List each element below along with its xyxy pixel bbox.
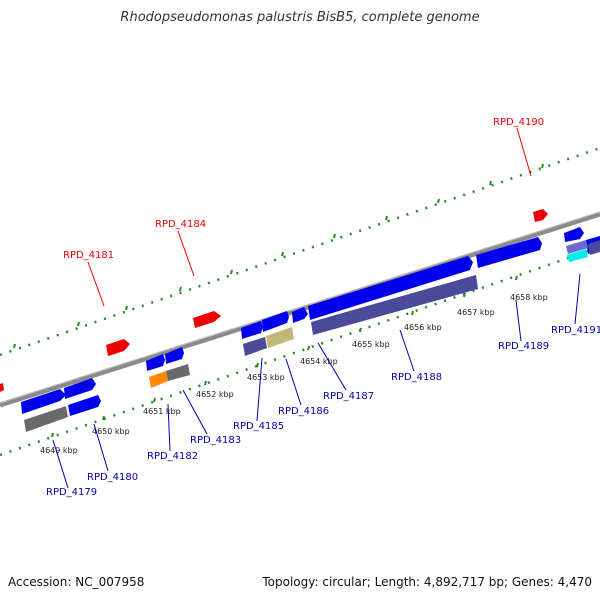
gene-label-rpd4184[interactable]: RPD_4184: [155, 219, 206, 230]
tick-label-4656: 4656 kbp: [404, 323, 442, 332]
gene-label-rpd4191[interactable]: RPD_4191: [551, 325, 600, 336]
gene-label-rpd4190[interactable]: RPD_4190: [493, 117, 544, 128]
domain-dark[interactable]: [588, 240, 600, 255]
gene-block[interactable]: [165, 347, 184, 364]
gene-block[interactable]: [308, 256, 473, 320]
genome-backbone-highlight: [0, 211, 600, 404]
tick-label-4654: 4654 kbp: [300, 357, 338, 366]
domain-grey[interactable]: [166, 364, 190, 381]
gene-label-rpd4186[interactable]: RPD_4186: [278, 406, 329, 417]
rna-gene-labels: RPD_4181 RPD_4184 RPD_4190: [63, 117, 544, 261]
gene-block[interactable]: [64, 378, 96, 399]
gene-block[interactable]: [262, 311, 289, 332]
tick-label-4658: 4658 kbp: [510, 293, 548, 302]
gene-label-rpd4189[interactable]: RPD_4189: [498, 341, 549, 352]
domain-dark[interactable]: [311, 275, 478, 335]
protein-gene-labels: RPD_4179 RPD_4180 RPD_4182 RPD_4183 RPD_…: [46, 325, 600, 498]
gene-block[interactable]: [241, 321, 263, 339]
rna-gene-rpd4184[interactable]: [193, 311, 221, 328]
outer-major-ticks: [13, 163, 544, 349]
tick-label-4653: 4653 kbp: [247, 373, 285, 382]
rna-gene-rpd4181[interactable]: [106, 339, 130, 356]
domain-dark[interactable]: [243, 337, 267, 356]
tick-label-4657: 4657 kbp: [457, 308, 495, 317]
genome-summary-text: Topology: circular; Length: 4,892,717 bp…: [262, 575, 592, 589]
accession-text: Accession: NC_007958: [8, 575, 145, 589]
gene-label-rpd4183[interactable]: RPD_4183: [190, 435, 241, 446]
inner-major-ticks: [51, 275, 518, 438]
tick-label-4651: 4651 kbp: [143, 407, 181, 416]
gene-label-rpd4181[interactable]: RPD_4181: [63, 250, 114, 261]
gene-label-rpd4180[interactable]: RPD_4180: [87, 472, 138, 483]
gene-label-rpd4187[interactable]: RPD_4187: [323, 391, 374, 402]
tick-label-4652: 4652 kbp: [196, 390, 234, 399]
tick-label-4649: 4649 kbp: [40, 446, 78, 455]
domain-orange[interactable]: [149, 371, 168, 388]
tick-label-4650: 4650 kbp: [92, 427, 130, 436]
scale-tick-labels: 4649 kbp 4650 kbp 4651 kbp 4652 kbp 4653…: [40, 293, 548, 455]
domain-dark[interactable]: [566, 240, 588, 254]
gene-label-rpd4182[interactable]: RPD_4182: [147, 451, 198, 462]
leader-lines: [52, 127, 581, 489]
domain-grey[interactable]: [24, 406, 68, 432]
gene-block[interactable]: [564, 227, 584, 242]
domain-tan[interactable]: [266, 327, 294, 348]
gene-block[interactable]: [146, 354, 165, 371]
rna-genes: [0, 209, 548, 392]
gene-label-rpd4185[interactable]: RPD_4185: [233, 421, 284, 432]
rna-gene-rpd4190[interactable]: [533, 209, 548, 222]
gene-block[interactable]: [292, 307, 308, 323]
genome-title: Rhodopseudomonas palustris BisB5, comple…: [120, 10, 480, 25]
domain-cyan[interactable]: [567, 249, 588, 262]
gene-block[interactable]: [68, 395, 101, 416]
gene-block[interactable]: [476, 237, 542, 268]
rna-gene-edge[interactable]: [0, 383, 4, 392]
domain-boxes: [24, 240, 600, 432]
gene-label-rpd4179[interactable]: RPD_4179: [46, 487, 97, 498]
gene-label-rpd4188[interactable]: RPD_4188: [391, 372, 442, 383]
tick-label-4655: 4655 kbp: [352, 340, 390, 349]
gene-block[interactable]: [21, 389, 66, 414]
